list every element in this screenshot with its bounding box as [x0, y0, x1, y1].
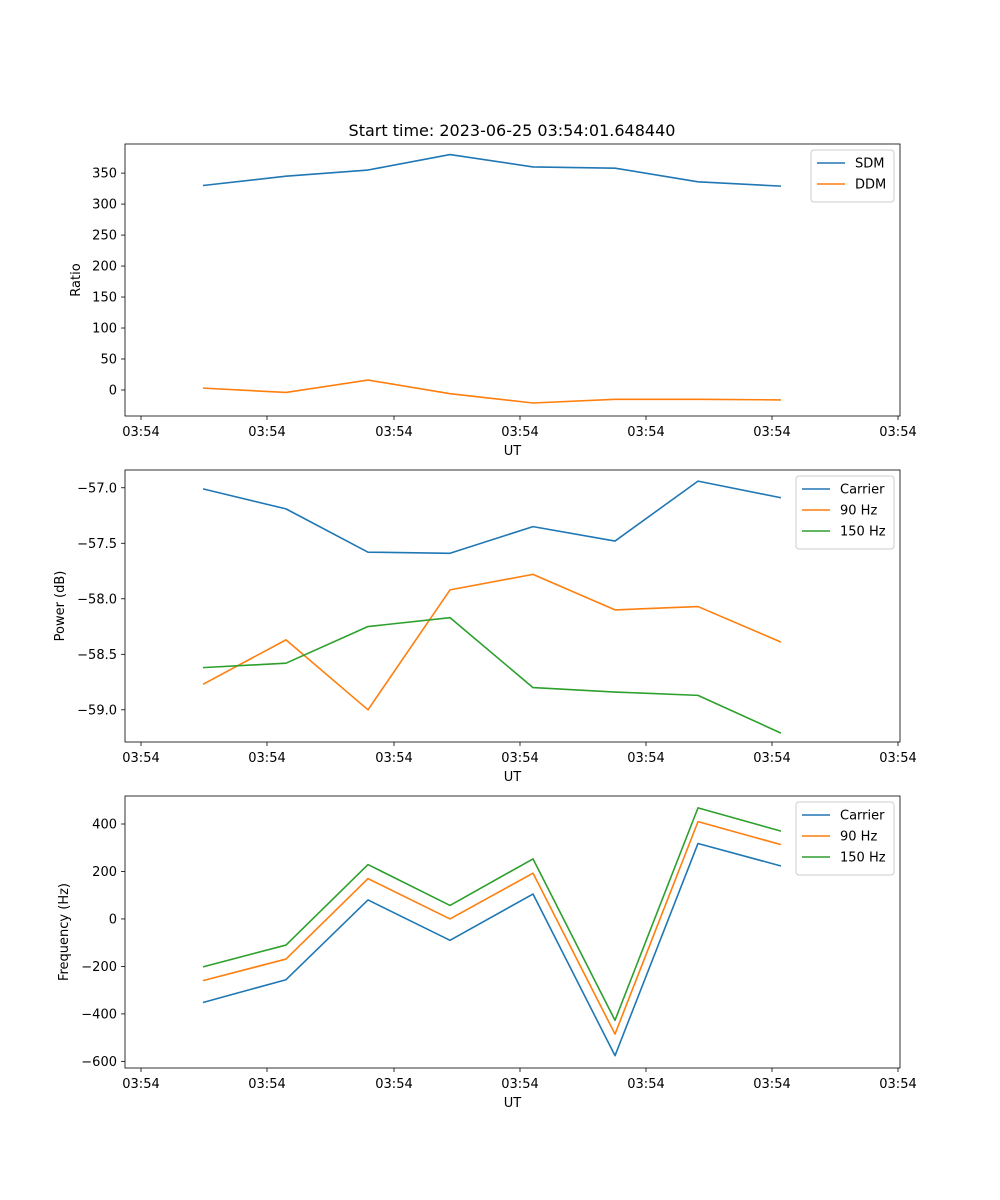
y-tick-label: 200	[92, 865, 117, 880]
series-line-150-hz	[202, 807, 782, 1022]
x-tick-label: 03:54	[375, 751, 412, 766]
x-tick-label: 03:54	[122, 425, 159, 440]
x-tick-label: 03:54	[627, 1077, 664, 1092]
y-tick-label: −58.5	[77, 648, 117, 663]
x-tick-label: 03:54	[501, 1077, 538, 1092]
panel-3: 03:54 03:54 03:54 03:54 03:54 03:54 03:54 −600 −…	[57, 795, 917, 1111]
y-tick-label: 0	[109, 383, 117, 398]
series-line-150-hz	[202, 616, 782, 734]
x-axis-label: UT	[504, 770, 522, 785]
panel-1: 03:54 03:54 03:54 03:54 03:54 03:54 03:54 0 50 10…	[69, 143, 917, 459]
y-tick-label: 50	[100, 352, 117, 367]
y-tick-label: −400	[81, 1007, 117, 1022]
x-tick-label: 03:54	[753, 425, 790, 440]
x-tick-label: 03:54	[879, 425, 916, 440]
legend: Carrier 90 Hz 150 Hz	[795, 475, 895, 550]
x-tick-label: 03:54	[248, 751, 285, 766]
series-line-90-hz	[202, 573, 782, 711]
legend-label: Carrier	[840, 483, 885, 498]
series-line-carrier	[202, 480, 782, 555]
y-tick-label: −57.0	[77, 481, 117, 496]
x-tick-label: 03:54	[753, 751, 790, 766]
legend-label: 90 Hz	[840, 830, 877, 845]
x-tick-label: 03:54	[248, 425, 285, 440]
y-tick-label: −58.0	[77, 592, 117, 607]
y-axis-label: Ratio	[69, 263, 84, 296]
x-tick-label: 03:54	[501, 751, 538, 766]
x-tick-label: 03:54	[627, 425, 664, 440]
legend: SDM DDM	[810, 149, 895, 203]
y-tick-label: 150	[92, 291, 117, 306]
y-tick-label: −57.5	[77, 537, 117, 552]
y-tick-label: 100	[92, 322, 117, 337]
legend-label: 90 Hz	[840, 504, 877, 519]
legend-label: DDM	[855, 178, 886, 193]
series-line-90-hz	[202, 820, 782, 1035]
axes-frame	[124, 795, 901, 1069]
x-tick-label: 03:54	[122, 1077, 159, 1092]
y-tick-label: −600	[81, 1055, 117, 1070]
y-tick-label: 300	[92, 198, 117, 213]
x-tick-label: 03:54	[501, 425, 538, 440]
y-tick-label: −200	[81, 960, 117, 975]
x-tick-label: 03:54	[375, 425, 412, 440]
y-tick-label: 0	[109, 912, 117, 927]
x-tick-label: 03:54	[122, 751, 159, 766]
series-line-sdm	[202, 153, 782, 187]
y-tick-label: −59.0	[77, 703, 117, 718]
x-axis-label: UT	[504, 444, 522, 459]
x-tick-label: 03:54	[879, 751, 916, 766]
y-tick-label: 250	[92, 229, 117, 244]
x-tick-label: 03:54	[375, 1077, 412, 1092]
y-axis-label: Power (dB)	[53, 571, 68, 642]
series-line-ddm	[202, 379, 782, 404]
legend: Carrier 90 Hz 150 Hz	[795, 801, 895, 876]
x-tick-label: 03:54	[248, 1077, 285, 1092]
series-line-carrier	[202, 842, 782, 1057]
y-tick-label: 200	[92, 260, 117, 275]
y-axis-label: Frequency (Hz)	[57, 883, 72, 981]
legend-label: 150 Hz	[840, 851, 886, 866]
x-tick-label: 03:54	[879, 1077, 916, 1092]
legend-label: 150 Hz	[840, 525, 886, 540]
figure-title: Start time: 2023-06-25 03:54:01.648440	[349, 121, 676, 140]
x-tick-label: 03:54	[753, 1077, 790, 1092]
x-tick-label: 03:54	[627, 751, 664, 766]
panel-2: 03:54 03:54 03:54 03:54 03:54 03:54 03:54 −59.0…	[53, 469, 917, 785]
axes-frame	[124, 469, 901, 743]
y-tick-label: 350	[92, 167, 117, 182]
legend-label: SDM	[855, 157, 884, 172]
axes-frame	[124, 143, 901, 417]
x-axis-label: UT	[504, 1096, 522, 1111]
legend-label: Carrier	[840, 809, 885, 824]
y-tick-label: 400	[92, 818, 117, 833]
